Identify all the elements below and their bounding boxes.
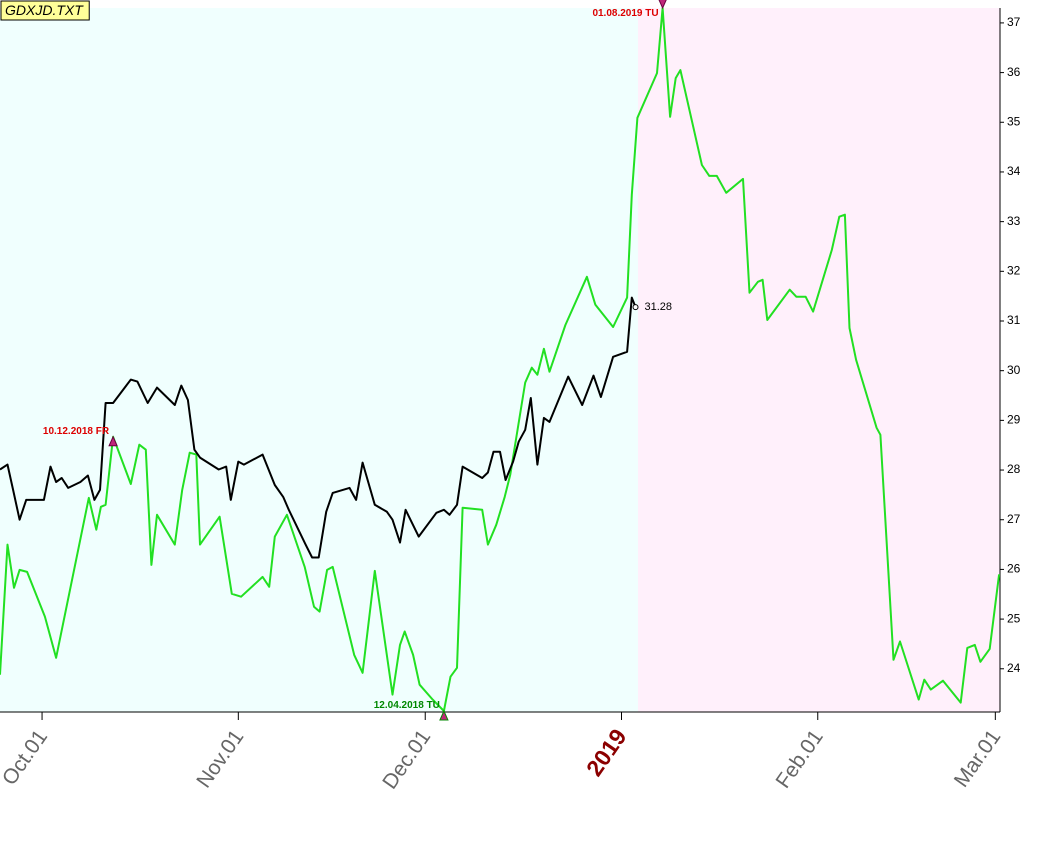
annotation-marker bbox=[658, 0, 667, 10]
annotation-text: 12.04.2018 TU bbox=[374, 700, 440, 711]
y-tick-label: 27 bbox=[1007, 512, 1021, 526]
title-box bbox=[0, 0, 90, 21]
y-tick-label: 32 bbox=[1007, 263, 1021, 277]
annotation-marker bbox=[108, 435, 118, 447]
series-line bbox=[0, 7, 1001, 712]
y-tick-label: 31 bbox=[1007, 313, 1021, 327]
y-tick-label: 30 bbox=[1007, 363, 1021, 377]
x-tick-label: 2019 bbox=[581, 724, 632, 781]
y-tick-label: 25 bbox=[1007, 611, 1021, 625]
annotation-text: 01.08.2019 TU bbox=[592, 8, 658, 19]
series-line bbox=[0, 296, 637, 559]
y-tick-label: 37 bbox=[1007, 15, 1021, 29]
y-tick-label: 33 bbox=[1007, 214, 1021, 228]
y-tick-label: 36 bbox=[1007, 65, 1021, 79]
annotation-text: 10.12.2018 FR bbox=[43, 426, 110, 437]
y-tick-label: 28 bbox=[1007, 462, 1021, 476]
x-tick-label: Oct.01 bbox=[0, 726, 52, 790]
end-marker bbox=[632, 304, 639, 311]
y-tick-label: 34 bbox=[1007, 164, 1021, 178]
y-tick-label: 24 bbox=[1007, 661, 1021, 675]
y-tick-label: 35 bbox=[1007, 114, 1021, 128]
x-tick-label: Feb.01 bbox=[772, 726, 828, 793]
shade-after bbox=[638, 8, 1000, 712]
y-tick-label: 26 bbox=[1007, 562, 1021, 576]
annotation-marker bbox=[439, 709, 449, 721]
last-value-label: 31.28 bbox=[645, 301, 673, 313]
shade-before bbox=[0, 8, 638, 712]
x-tick-label: Dec.01 bbox=[378, 726, 435, 794]
x-tick-label: Nov.01 bbox=[192, 726, 248, 792]
y-tick-label: 29 bbox=[1007, 413, 1021, 427]
chart-title: GDXJD.TXT bbox=[5, 2, 84, 18]
x-tick-label: Mar.01 bbox=[950, 726, 1006, 792]
